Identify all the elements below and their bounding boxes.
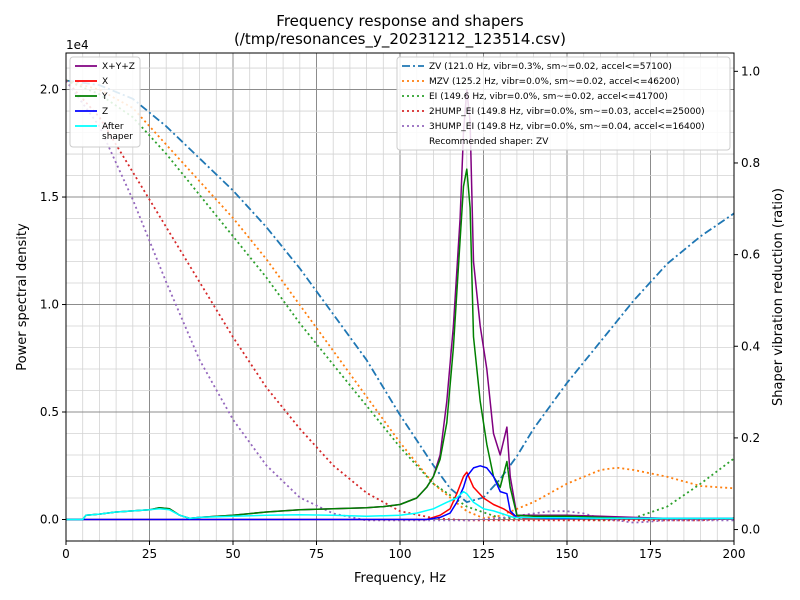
x-tick-label: 200 — [723, 547, 746, 561]
legend-psd-box — [69, 56, 141, 148]
legend-shapers-box — [396, 56, 731, 151]
x-axis-label: Frequency, Hz — [354, 571, 446, 586]
legend-shaper-label: 3HUMP_EI (149.8 Hz, vibr=0.0%, sm~=0.04,… — [429, 122, 705, 132]
x-tick-label: 125 — [472, 547, 495, 561]
x-tick-label: 0 — [62, 547, 70, 561]
legend-psd-label: Y — [101, 92, 108, 102]
x-tick-label: 25 — [142, 547, 157, 561]
shaper-line-zv — [66, 79, 734, 504]
recommended-shaper-label: Recommended shaper: ZV — [429, 137, 549, 147]
legend-shaper-label: MZV (125.2 Hz, vibr=0.0%, sm~=0.02, acce… — [429, 77, 680, 87]
shaper-curves — [66, 79, 734, 524]
y2-tick-label: 0.8 — [741, 156, 760, 170]
x-tick-label: 175 — [639, 547, 662, 561]
y-tick-label: 0.0 — [40, 513, 59, 527]
y-multiplier: 1e4 — [66, 38, 89, 52]
y2-tick-label: 1.0 — [741, 64, 760, 78]
legend-psd-label: shaper — [102, 132, 133, 142]
shaper-line-3hump-ei — [66, 79, 734, 524]
psd-line-after-shaper — [66, 490, 734, 521]
y-tick-label: 1.5 — [40, 190, 59, 204]
legend-psd-label: X+Y+Z — [102, 62, 135, 72]
legend-shapers: ZV (121.0 Hz, vibr=0.3%, sm~=0.02, accel… — [396, 56, 731, 151]
legend-shaper-label: EI (149.6 Hz, vibr=0.0%, sm~=0.02, accel… — [429, 92, 668, 102]
psd-line-z — [66, 465, 734, 521]
chart-subtitle: (/tmp/resonances_y_20231212_123514.csv) — [234, 30, 566, 49]
y-axis-label: Power spectral density — [15, 223, 30, 371]
y2-tick-label: 0.2 — [741, 431, 760, 445]
y2-tick-label: 0.4 — [741, 339, 760, 353]
psd-line-y — [66, 168, 734, 521]
shaper-line-ei — [66, 79, 734, 522]
legend-psd-label: X — [102, 77, 108, 87]
x-tick-label: 150 — [556, 547, 579, 561]
shaper-line-2hump-ei — [66, 79, 734, 522]
axis-ticks: 0 25 50 75 100 125 150 175 200 0.0 0.5 1.0 1.5 2.0 0.0… — [40, 64, 760, 561]
y-tick-label: 1.0 — [40, 298, 59, 312]
x-tick-label: 50 — [225, 547, 240, 561]
y2-tick-label: 0.0 — [741, 523, 760, 537]
legend-shaper-label: ZV (121.0 Hz, vibr=0.3%, sm~=0.02, accel… — [429, 62, 672, 72]
shaper-line-mzv — [66, 79, 734, 520]
y2-axis-label: Shaper vibration reduction (ratio) — [771, 188, 786, 406]
x-tick-label: 100 — [389, 547, 412, 561]
chart-title: Frequency response and shapers — [276, 12, 524, 30]
psd-curves — [66, 88, 734, 521]
legend-shaper-label: 2HUMP_EI (149.8 Hz, vibr=0.0%, sm~=0.03,… — [429, 107, 705, 117]
legend-psd-label: Z — [102, 107, 108, 117]
y2-tick-label: 0.6 — [741, 248, 760, 262]
y-tick-label: 2.0 — [40, 83, 59, 97]
y-tick-label: 0.5 — [40, 405, 59, 419]
legend-psd-label: After — [102, 122, 124, 132]
x-tick-label: 75 — [309, 547, 324, 561]
